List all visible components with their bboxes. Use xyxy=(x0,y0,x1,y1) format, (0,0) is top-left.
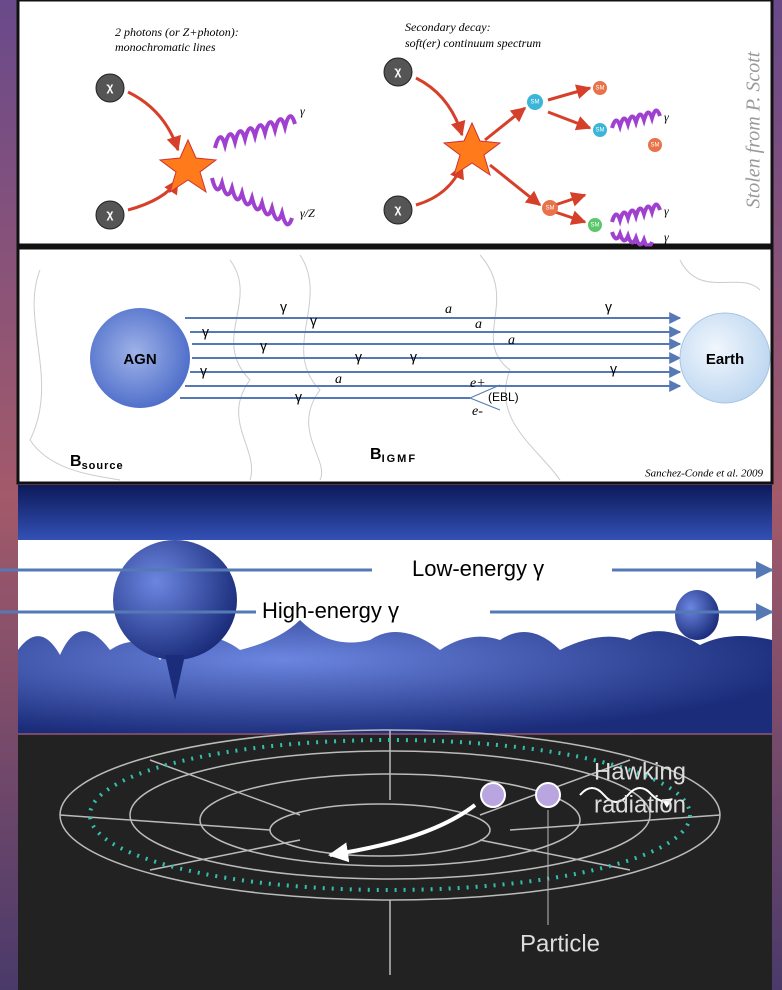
page: 2 photons (or Z+photon): monochromatic l… xyxy=(0,0,782,990)
subscript: source xyxy=(82,460,124,472)
sm-label: SM xyxy=(651,143,660,149)
heading: Secondary decay: xyxy=(405,20,491,34)
bubble xyxy=(113,540,237,660)
photon-label: γ xyxy=(664,230,669,244)
particle-label: χ xyxy=(395,202,402,216)
low-energy-label: Low-energy γ xyxy=(412,556,544,581)
high-energy-label: High-energy γ xyxy=(262,598,399,623)
panel-dark-matter: 2 photons (or Z+photon): monochromatic l… xyxy=(18,0,772,247)
source-label: AGN xyxy=(123,351,156,368)
sm-label: SM xyxy=(531,100,540,106)
beam-label: γ xyxy=(280,299,287,315)
beam-label: γ xyxy=(295,389,302,405)
pair-label: e+ xyxy=(470,376,486,391)
slide: 2 photons (or Z+photon): monochromatic l… xyxy=(0,0,782,990)
photon-label: γ xyxy=(664,110,669,124)
photon-label: γ/Z xyxy=(300,206,315,220)
panel-black-hole: Hawking radiation Particle xyxy=(18,730,772,990)
heading: monochromatic lines xyxy=(115,40,216,54)
pair-label: e- xyxy=(472,404,483,419)
beam-label: γ xyxy=(200,363,207,379)
beam-label: γ xyxy=(410,349,417,365)
panel-agn: AGN Earth γ γ γ γ γ γ γ γ a a a a γ γ e+… xyxy=(18,248,772,483)
panel-foam: Low-energy γ High-energy γ xyxy=(0,485,772,733)
beam-label: γ xyxy=(605,299,612,315)
particle xyxy=(481,783,505,807)
hawking-label: Hawking xyxy=(594,758,686,785)
beam-label: a xyxy=(508,333,515,348)
particle-label: Particle xyxy=(520,930,600,957)
credit: Stolen from P. Scott xyxy=(743,51,765,208)
subscript: IGMF xyxy=(382,453,418,465)
beam-label: a xyxy=(335,372,342,387)
sm-label: SM xyxy=(591,223,600,229)
ebl-label: (EBL) xyxy=(488,390,519,404)
particle-label: χ xyxy=(107,80,114,94)
heading: soft(er) continuum spectrum xyxy=(405,36,541,50)
beam-label: a xyxy=(475,317,482,332)
photon-label: γ xyxy=(300,104,305,118)
beam-label: a xyxy=(445,302,452,317)
photon-label: γ xyxy=(664,204,669,218)
top-band xyxy=(18,485,772,540)
bubble xyxy=(675,590,719,640)
particle xyxy=(536,783,560,807)
sm-label: SM xyxy=(546,206,555,212)
sm-label: SM xyxy=(596,128,605,134)
beam-label: γ xyxy=(355,349,362,365)
sm-label: SM xyxy=(596,86,605,92)
particle-label: χ xyxy=(395,64,402,78)
symbol: B xyxy=(370,446,382,463)
particle-label: χ xyxy=(107,207,114,221)
beam-label: γ xyxy=(202,324,209,340)
beam-label: γ xyxy=(610,361,617,377)
beam-label: γ xyxy=(310,313,317,329)
symbol: B xyxy=(70,453,82,470)
heading: 2 photons (or Z+photon): xyxy=(115,25,239,39)
credit: Sanchez-Conde et al. 2009 xyxy=(645,468,763,480)
hawking-label: radiation xyxy=(594,791,686,818)
beam-label: γ xyxy=(260,338,267,354)
target-label: Earth xyxy=(706,351,744,368)
